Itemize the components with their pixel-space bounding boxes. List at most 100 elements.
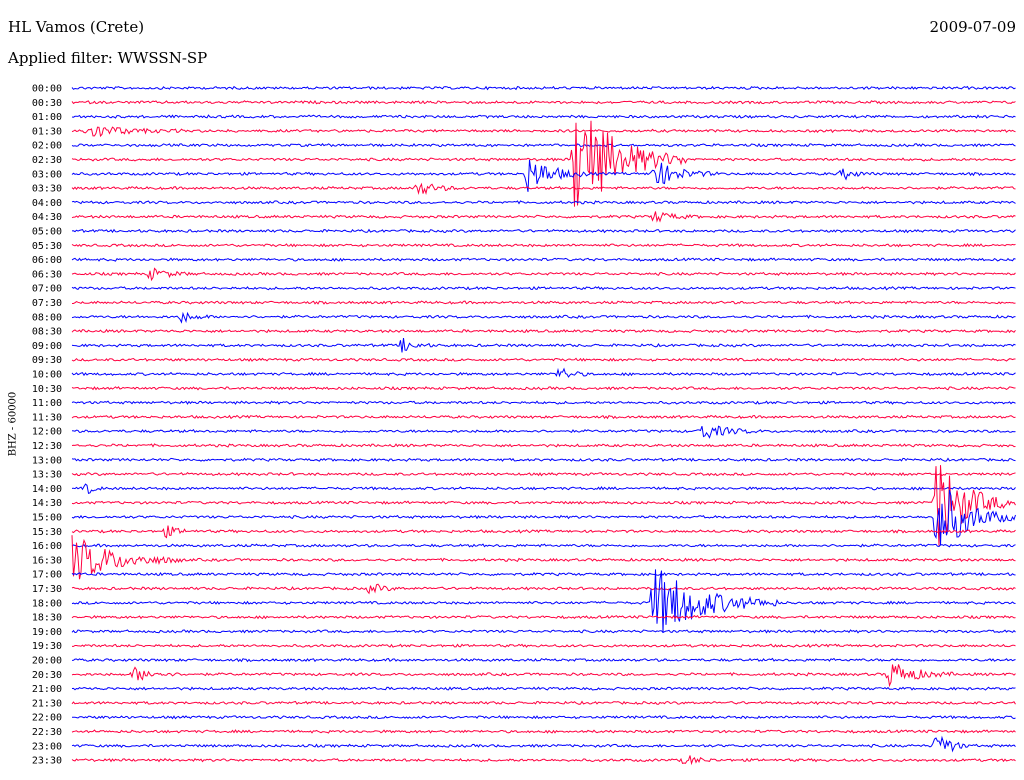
- row-time-label: 18:00: [32, 598, 62, 609]
- row-time-label: 14:00: [32, 484, 62, 495]
- row-time-label: 20:30: [32, 670, 62, 681]
- row-time-label: 11:30: [32, 412, 62, 423]
- row-time-label: 00:30: [32, 98, 62, 109]
- row-time-label: 19:30: [32, 641, 62, 652]
- row-time-label: 10:00: [32, 370, 62, 381]
- seismic-trace: [71, 715, 1016, 720]
- seismic-trace: [71, 729, 1016, 734]
- row-time-label: 12:30: [32, 441, 62, 452]
- seismic-trace: [71, 367, 1016, 378]
- seismic-trace: [71, 120, 1016, 207]
- row-time-label: 09:00: [32, 341, 62, 352]
- row-time-label: 10:30: [32, 384, 62, 395]
- seismic-trace: [71, 267, 1016, 282]
- seismic-trace: [71, 443, 1016, 448]
- seismic-trace: [71, 755, 1016, 766]
- row-time-label: 02:00: [32, 141, 62, 152]
- seismic-trace: [71, 465, 1016, 546]
- row-time-label: 13:00: [32, 455, 62, 466]
- seismic-trace: [71, 242, 1016, 248]
- seismic-trace: [71, 614, 1016, 620]
- seismic-trace: [71, 126, 1016, 138]
- seismic-trace: [71, 583, 1016, 595]
- row-time-label: 06:00: [32, 255, 62, 266]
- seismic-trace: [71, 525, 1016, 539]
- station-title: HL Vamos (Crete): [8, 18, 145, 36]
- seismic-trace: [71, 735, 1016, 753]
- seismic-trace: [71, 200, 1016, 205]
- seismic-trace: [71, 629, 1016, 634]
- seismic-trace: [71, 114, 1016, 119]
- row-time-label: 14:30: [32, 498, 62, 509]
- seismic-trace: [71, 211, 1016, 223]
- row-time-label: 18:30: [32, 613, 62, 624]
- row-time-label: 23:00: [32, 741, 62, 752]
- row-time-label: 20:00: [32, 656, 62, 667]
- seismic-trace: [72, 643, 1016, 648]
- row-time-label: 16:00: [32, 541, 62, 552]
- row-time-label: 04:00: [32, 198, 62, 209]
- row-time-label: 19:00: [32, 627, 62, 638]
- seismic-trace: [71, 400, 1016, 405]
- seismic-trace: [71, 386, 1016, 391]
- seismic-trace: [71, 489, 1016, 546]
- seismic-trace: [71, 543, 1016, 548]
- row-time-label: 07:00: [32, 284, 62, 295]
- row-time-label: 22:30: [32, 727, 62, 738]
- seismic-trace: [71, 686, 1016, 691]
- row-time-label: 23:30: [32, 756, 62, 767]
- record-date: 2009-07-09: [929, 18, 1016, 36]
- row-time-label: 06:30: [32, 269, 62, 280]
- row-time-label: 05:00: [32, 227, 62, 238]
- seismic-trace: [71, 100, 1016, 105]
- row-time-label: 08:30: [32, 327, 62, 338]
- filter-label: Applied filter: WWSSN-SP: [8, 49, 208, 67]
- row-time-label: 01:30: [32, 126, 62, 137]
- seismic-trace: [71, 657, 1016, 663]
- seismic-trace: [71, 228, 1016, 234]
- seismic-trace: [71, 337, 1016, 353]
- row-time-label: 05:30: [32, 241, 62, 252]
- row-time-label: 02:30: [32, 155, 62, 166]
- row-time-label: 13:30: [32, 470, 62, 481]
- seismic-trace: [71, 414, 1016, 420]
- row-time-label: 03:30: [32, 184, 62, 195]
- row-time-label: 12:00: [32, 427, 62, 438]
- row-time-label: 09:30: [32, 355, 62, 366]
- seismic-trace: [71, 257, 1016, 262]
- seismic-trace: [71, 328, 1016, 334]
- row-time-label: 11:00: [32, 398, 62, 409]
- row-time-label: 01:00: [32, 112, 62, 123]
- seismic-trace: [71, 569, 1016, 633]
- seismic-trace: [71, 285, 1016, 291]
- row-time-label: 03:00: [32, 169, 62, 180]
- row-time-label: 22:00: [32, 713, 62, 724]
- seismic-trace: [71, 535, 1016, 580]
- seismic-trace: [71, 664, 1016, 688]
- row-time-label: 17:30: [32, 584, 62, 595]
- seismic-trace: [71, 472, 1016, 477]
- row-time-label: 16:30: [32, 555, 62, 566]
- seismic-trace: [71, 457, 1016, 462]
- seismic-trace: [71, 357, 1016, 362]
- row-time-label: 04:30: [32, 212, 62, 223]
- seismic-trace: [72, 300, 1016, 305]
- seismic-trace: [71, 571, 1016, 577]
- seismic-trace: [71, 700, 1016, 706]
- row-time-label: 21:00: [32, 684, 62, 695]
- row-time-label: 17:00: [32, 570, 62, 581]
- seismic-trace: [71, 142, 1016, 148]
- row-time-label: 15:30: [32, 527, 62, 538]
- seismic-trace: [71, 425, 1016, 439]
- seismic-trace: [71, 85, 1016, 91]
- row-time-label: 07:30: [32, 298, 62, 309]
- row-time-label: 08:00: [32, 312, 62, 323]
- seismic-trace: [71, 182, 1016, 196]
- row-time-label: 00:00: [32, 84, 62, 95]
- row-time-label: 15:00: [32, 513, 62, 524]
- seismic-trace: [71, 159, 1016, 192]
- seismic-trace: [71, 311, 1016, 324]
- seismic-trace: [71, 483, 1016, 495]
- row-time-label: 21:30: [32, 698, 62, 709]
